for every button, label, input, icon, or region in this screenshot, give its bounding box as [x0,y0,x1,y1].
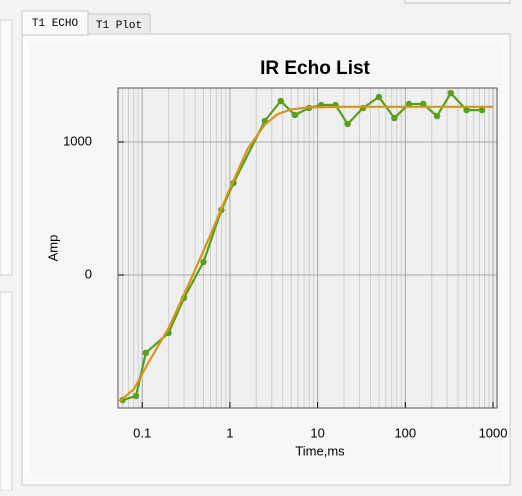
data-point [405,100,413,108]
data-point [277,97,284,105]
data-point [433,112,441,120]
x-tick-label: 0.1 [133,425,151,440]
data-point [391,114,398,122]
x-tick-label: 100 [394,425,416,440]
chart-title: IR Echo List [260,58,370,79]
x-axis-label: Time,ms [295,443,345,458]
tab-selected[interactable] [21,10,89,36]
plot-area [118,88,497,408]
data-point [375,93,383,101]
y-tick-label: 1000 [63,133,92,148]
x-tick-label: 10 [310,425,324,440]
y-axis-label: Amp [45,235,60,262]
plot-border [117,87,498,409]
data-point [420,100,427,108]
x-tick-label: 1000 [479,425,508,440]
side-panel [0,19,13,276]
data-point [200,258,207,266]
data-point [447,89,454,97]
top-box [404,0,511,4]
x-tick-label: 1 [226,425,233,440]
data-point [463,106,470,114]
series-line [118,105,493,403]
data-point [142,349,150,357]
tab-label: T1 ECHO [32,18,79,30]
data-point [291,111,299,119]
tab-label: T1 Plot [96,20,142,32]
side-panel [0,291,13,492]
data-point [478,106,486,114]
y-tick-label: 0 [85,266,92,281]
data-point [132,392,140,400]
data-point [344,120,351,128]
